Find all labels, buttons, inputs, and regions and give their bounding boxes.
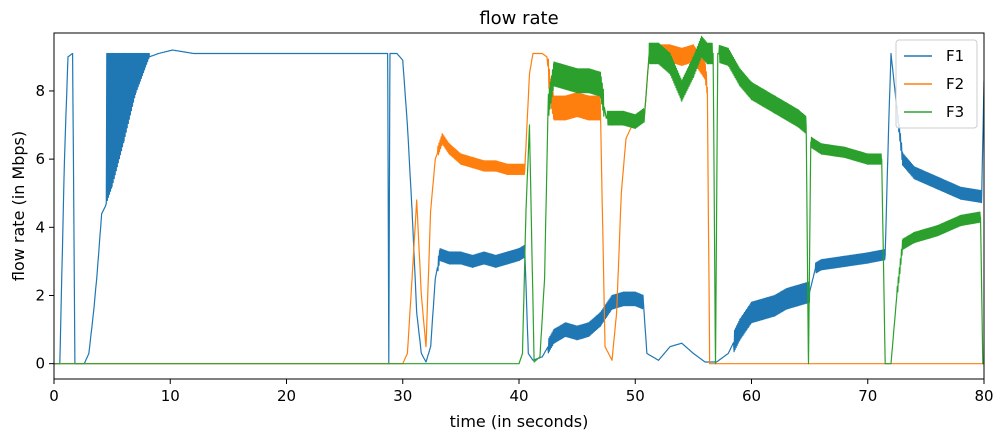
- chart-title: flow rate: [479, 8, 558, 29]
- plot-frame: [53, 32, 985, 380]
- y-tick-label: 8: [35, 82, 45, 100]
- y-axis: 0 2 4 6 8: [35, 82, 54, 373]
- y-axis-label: flow rate (in Mbps): [9, 131, 28, 281]
- legend-label-f1: F1: [946, 47, 964, 65]
- x-tick-label: 10: [161, 387, 180, 405]
- x-tick-label: 50: [626, 387, 645, 405]
- x-axis: 0 10 20 30 40 50 60 70 80: [49, 379, 994, 405]
- x-tick-label: 80: [974, 387, 993, 405]
- x-tick-label: 40: [509, 387, 528, 405]
- y-tick-label: 6: [35, 150, 45, 168]
- y-tick-label: 4: [35, 218, 45, 236]
- x-tick-label: 20: [277, 387, 296, 405]
- x-axis-label: time (in seconds): [450, 412, 589, 431]
- legend-box: [895, 39, 978, 129]
- y-tick-label: 0: [35, 355, 45, 373]
- legend-label-f2: F2: [946, 75, 964, 93]
- x-tick-label: 70: [858, 387, 877, 405]
- series-line-f2: [54, 44, 984, 365]
- x-tick-label: 30: [393, 387, 412, 405]
- legend: F1 F2 F3: [895, 39, 978, 129]
- x-tick-label: 60: [742, 387, 761, 405]
- series-line-f3: [54, 35, 984, 365]
- series-line-f1: [54, 49, 984, 365]
- x-tick-label: 0: [49, 387, 59, 405]
- legend-label-f3: F3: [946, 103, 964, 121]
- plot-area: [54, 35, 984, 365]
- y-tick-label: 2: [35, 286, 45, 304]
